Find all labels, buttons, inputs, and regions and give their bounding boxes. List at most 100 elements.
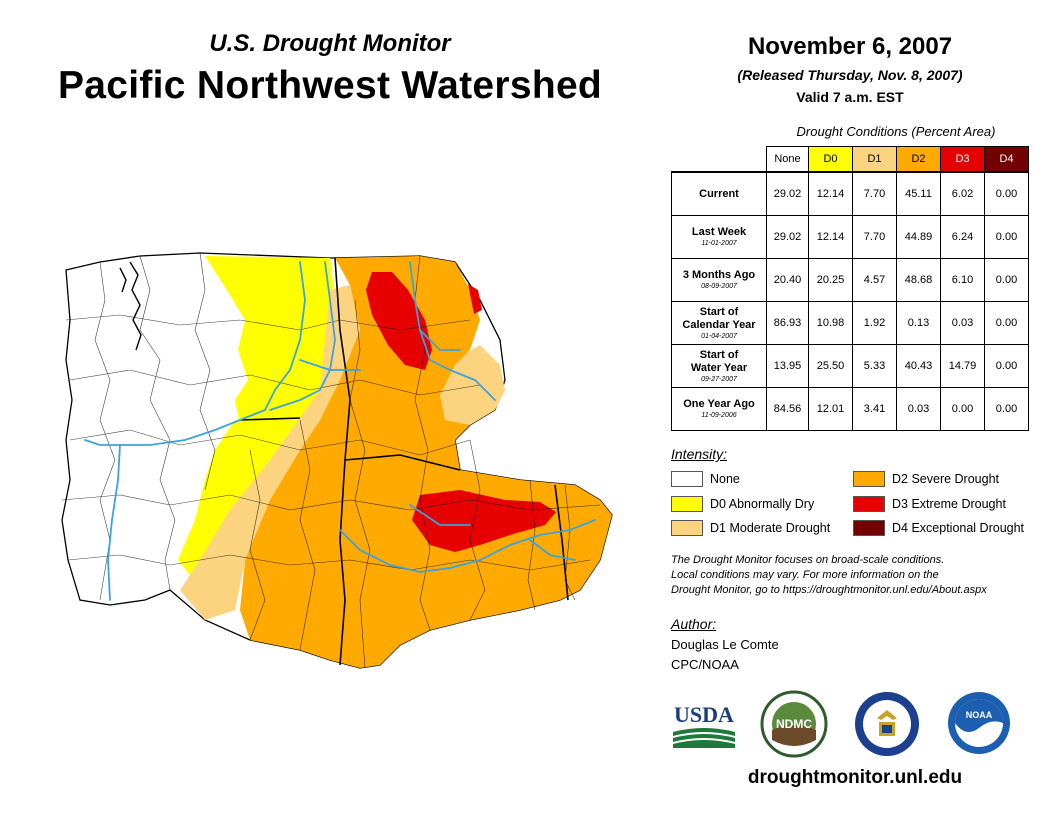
row-label: 3 Months Ago 08-09-2007 [671,258,767,302]
cell-d1: 4.57 [852,258,897,302]
legend-label: D3 Extreme Drought [892,497,1006,511]
cell-d2: 0.03 [896,387,941,431]
legend-swatch [671,471,703,487]
cell-d3: 6.10 [940,258,985,302]
legend-label: D4 Exceptional Drought [892,521,1025,535]
legend-item-d2: D2 Severe Drought [853,470,999,488]
drought-map [61,252,613,669]
column-header-none: None [766,146,809,173]
cell-d4: 0.00 [984,301,1029,345]
cell-d2: 48.68 [896,258,941,302]
drought-conditions-table: None D0 D1 D2 D3 D4 Current 29.02 12.14 … [671,146,1029,431]
commerce-seal-logo [855,692,919,756]
row-label: Current [671,171,767,216]
table-header-row: None D0 D1 D2 D3 D4 [671,146,1029,173]
table-row-start-water-year: Start of Water Year 09-27-2007 13.95 25.50… [671,344,1029,388]
row-date: 11-09-2006 [701,412,737,419]
cell-d0: 12.01 [808,387,853,431]
column-header-d4: D4 [984,146,1029,173]
row-date: 08-09-2007 [701,283,737,290]
cell-d0: 12.14 [808,171,853,216]
table-row-last-week: Last Week 11-01-2007 29.02 12.14 7.70 44.… [671,215,1029,259]
disclaimer-note: The Drought Monitor focuses on broad-sca… [671,553,1051,598]
cell-d2: 40.43 [896,344,941,388]
major-boundaries [239,257,569,666]
d3-area-south [412,490,556,552]
legend-item-d0: D0 Abnormally Dry [671,495,814,513]
legend-label: D2 Severe Drought [892,472,1000,486]
table-row-current: Current 29.02 12.14 7.70 45.11 6.02 0.00 [671,171,1029,216]
author-heading: Author: [671,616,717,632]
cell-none: 84.56 [766,387,809,431]
d3-area-north [366,272,432,370]
author-org: CPC/NOAA [671,657,739,672]
cell-d3: 6.24 [940,215,985,259]
cell-d4: 0.00 [984,258,1029,302]
cell-none: 13.95 [766,344,809,388]
row-date: 09-27-2007 [701,375,737,383]
header-corner [671,146,767,173]
release-date: (Released Thursday, Nov. 8, 2007) [737,67,963,83]
noaa-logo: NOAA [948,692,1010,754]
cell-d0: 12.14 [808,215,853,259]
cell-none: 20.40 [766,258,809,302]
cell-d0: 10.98 [808,301,853,345]
valid-time: Valid 7 a.m. EST [796,89,904,105]
usda-logo: USDA [673,702,735,748]
legend-swatch [671,496,703,512]
footer-url: droughtmonitor.unl.edu [747,767,963,788]
usda-logo-text: USDA [674,702,734,727]
legend-label: D1 Moderate Drought [710,521,831,535]
map-date: November 6, 2007 [747,33,953,60]
cell-d4: 0.00 [984,344,1029,388]
map-title: Pacific Northwest Watershed [57,64,603,107]
d0-area-south [178,418,300,575]
column-header-d3: D3 [940,146,985,173]
table-caption: Drought Conditions (Percent Area) [796,124,996,139]
row-date: 01-04-2007 [701,332,737,340]
legend-swatch [853,520,885,536]
cell-d1: 1.92 [852,301,897,345]
cell-d2: 0.13 [896,301,941,345]
ndmc-logo: NDMC [760,690,828,758]
legend-item-d3: D3 Extreme Drought [853,495,1006,513]
legend-item-d1: D1 Moderate Drought [671,519,830,537]
d1-area-east [440,345,505,425]
legend-item-none: None [671,470,740,488]
column-header-d1: D1 [852,146,897,173]
cell-none: 86.93 [766,301,809,345]
note-line: The Drought Monitor focuses on broad-sca… [671,554,945,566]
note-line: Local conditions may vary. For more info… [671,569,939,581]
column-header-d2: D2 [896,146,941,173]
puget-sound [119,261,142,351]
column-header-d0: D0 [808,146,853,173]
d1-area-west [180,285,360,620]
ndmc-logo-text: NDMC [776,717,812,731]
author-name: Douglas Le Comte [671,637,779,652]
cell-d2: 44.89 [896,215,941,259]
table-row-one-year-ago: One Year Ago 11-09-2006 84.56 12.01 3.41 … [671,387,1029,431]
cell-none: 29.02 [766,171,809,216]
cell-d4: 0.00 [984,387,1029,431]
note-line: Drought Monitor, go to https://droughtmo… [671,584,987,596]
legend-item-d4: D4 Exceptional Drought [853,519,1024,537]
legend-swatch [853,471,885,487]
cell-d1: 7.70 [852,171,897,216]
row-label: One Year Ago 11-09-2006 [671,387,767,431]
row-label: Last Week 11-01-2007 [671,215,767,259]
cell-d1: 7.70 [852,215,897,259]
cell-d3: 14.79 [940,344,985,388]
d3-area-small [468,284,482,314]
cell-d3: 0.03 [940,301,985,345]
d0-area-north [205,256,335,425]
legend-swatch [853,496,885,512]
table-row-start-calendar-year: Start of Calendar Year 01-04-2007 86.93 10… [671,301,1029,345]
row-label: Start of Calendar Year 01-04-2007 [671,301,767,345]
legend-swatch [671,520,703,536]
cell-d1: 3.41 [852,387,897,431]
rivers [84,261,596,601]
row-label: Start of Water Year 09-27-2007 [671,344,767,388]
cell-d0: 25.50 [808,344,853,388]
map-subtitle: U.S. Drought Monitor [209,30,451,57]
legend-label: D0 Abnormally Dry [710,497,815,511]
